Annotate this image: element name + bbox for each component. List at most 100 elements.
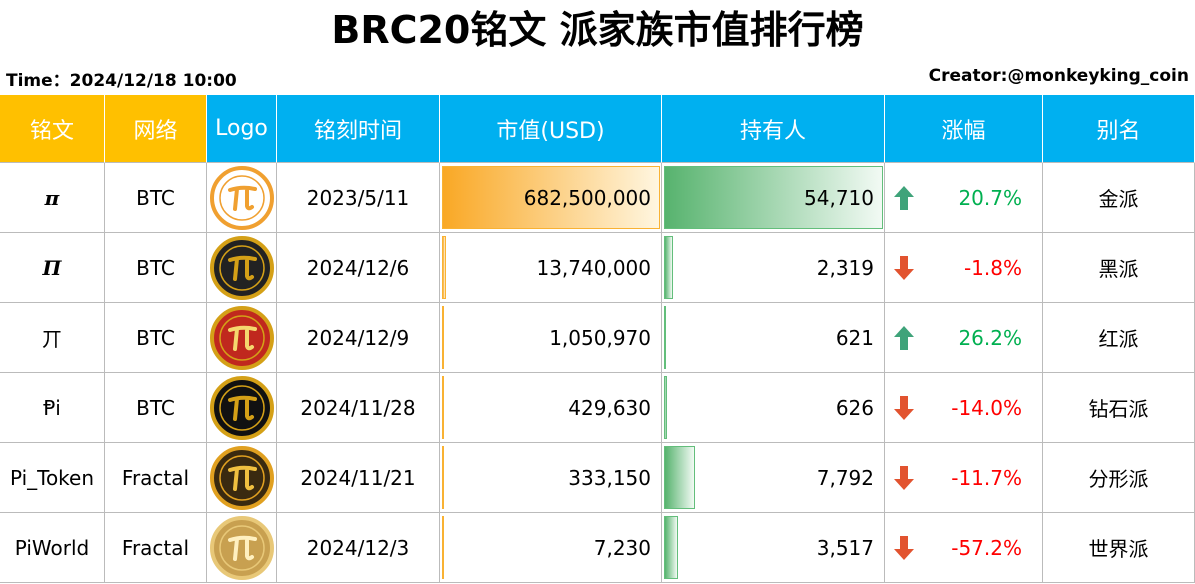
market-cap: 682,500,000 [523,185,651,210]
arrow-up [894,185,914,210]
change-cell: -14.0% [885,373,1043,443]
alias-cell: 黑派 [1043,233,1195,303]
holders-bar [664,376,667,439]
date: 2024/12/9 [306,325,410,350]
change-cell: -57.2% [885,513,1043,583]
network: BTC [136,325,175,350]
network-cell: Fractal [105,513,207,583]
name: Π [42,255,62,280]
network-cell: BTC [105,233,207,303]
logo-cell [207,303,277,373]
name-cell: Pi_Token [0,443,105,513]
holders: 7,792 [816,465,874,490]
arrow-down [894,535,914,560]
name: PiWorld [14,535,90,560]
alias-cell: 红派 [1043,303,1195,373]
arrow-down [894,465,914,490]
network-cell: Fractal [105,443,207,513]
header-cell: 铭文 [0,95,105,163]
network: BTC [136,185,175,210]
alias-cell: 金派 [1043,163,1195,233]
market-cap-cell: 13,740,000 [440,233,662,303]
logo-cell [207,163,277,233]
logo [209,165,274,230]
change: -11.7% [951,465,1022,490]
alias-cell: 分形派 [1043,443,1195,513]
title: BRC20铭文 派家族市值排行榜 [331,8,864,52]
name-cell: Π [0,233,105,303]
holders: 626 [835,395,874,420]
holders-cell: 621 [662,303,885,373]
header-cell: 网络 [105,95,207,163]
network: Fractal [121,465,190,490]
change-cell: -1.8% [885,233,1043,303]
name-cell: π [0,163,105,233]
market-cap-bar [442,166,660,229]
alias-cell: 钻石派 [1043,373,1195,443]
alias: 黑派 [1098,257,1139,281]
holders-bar [664,166,883,229]
arrow-down [894,395,914,420]
date: 2024/12/6 [306,255,410,280]
header-cell: Logo [207,95,277,163]
holders-cell: 626 [662,373,885,443]
alias: 红派 [1098,327,1139,351]
arrow-down [894,255,914,280]
alias: 世界派 [1088,537,1149,561]
logo-cell [207,233,277,303]
header-cell: 持有人 [662,95,885,163]
market-cap-bar [442,376,444,439]
holders-cell: 3,517 [662,513,885,583]
market-cap-bar [442,516,444,579]
date-cell: 2024/12/6 [277,233,440,303]
market-cap: 429,630 [568,395,651,420]
change-cell: 26.2% [885,303,1043,373]
date: 2024/11/28 [300,395,416,420]
name: π [44,185,60,210]
name: 丌 [42,327,62,351]
market-cap: 333,150 [568,465,651,490]
market-cap: 13,740,000 [536,255,651,280]
change: -14.0% [951,395,1022,420]
network: Fractal [121,535,190,560]
header-cell: 铭刻时间 [277,95,440,163]
logo [209,515,274,580]
arrow-up [894,325,914,350]
date: 2023/5/11 [306,185,410,210]
creator: Creator:@monkeyking_coin [928,66,1189,86]
logo-cell [207,373,277,443]
header-cell: 涨幅 [885,95,1043,163]
market-cap: 7,230 [593,535,651,560]
logo [209,235,274,300]
alias: 钻石派 [1088,397,1149,421]
market-cap-cell: 333,150 [440,443,662,513]
network: BTC [136,255,175,280]
holders: 621 [835,325,874,350]
holders-bar [664,306,667,369]
name-cell: Ᵽi [0,373,105,443]
network-cell: BTC [105,373,207,443]
market-cap-cell: 1,050,970 [440,303,662,373]
holders-cell: 2,319 [662,233,885,303]
network-cell: BTC [105,163,207,233]
market-cap: 1,050,970 [549,325,651,350]
date-cell: 2024/12/3 [277,513,440,583]
logo-cell [207,443,277,513]
market-cap-cell: 682,500,000 [440,163,662,233]
market-cap-cell: 7,230 [440,513,662,583]
header-cell: 别名 [1043,95,1195,163]
date-cell: 2023/5/11 [277,163,440,233]
logo [209,375,274,440]
alias: 分形派 [1088,467,1149,491]
change: -1.8% [963,255,1022,280]
logo [209,305,274,370]
change: 20.7% [958,185,1022,210]
name: Pi_Token [9,465,95,490]
holders: 2,319 [816,255,874,280]
network: BTC [136,395,175,420]
name-cell: 丌 [0,303,105,373]
date: 2024/11/21 [300,465,416,490]
date-cell: 2024/11/21 [277,443,440,513]
change: -57.2% [951,535,1022,560]
